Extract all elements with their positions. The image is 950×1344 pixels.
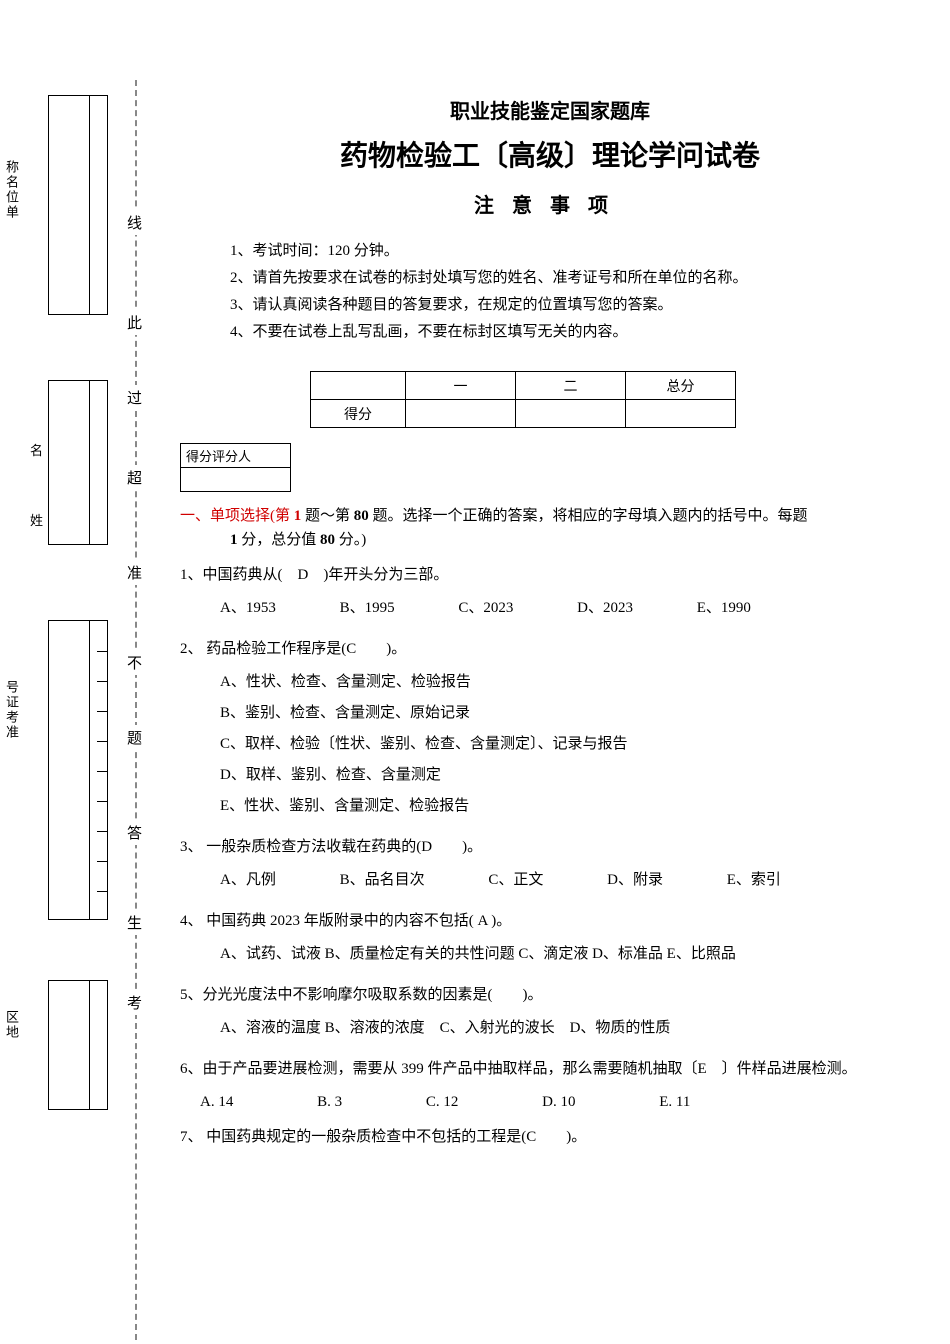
q2-optC: C、取样、检验〔性状、鉴别、检查、含量测定〕、记录与报告 xyxy=(220,731,920,758)
q6-optE: E. 11 xyxy=(659,1089,690,1116)
q6-text: 6、由于产品要进展检测，需要从 399 件产品中抽取样品，那么需要随机抽取〔E … xyxy=(200,1056,920,1083)
q5-text: 5、分光光度法中不影响摩尔吸取系数的因素是( )。 xyxy=(200,982,920,1009)
q1-optC: C、2023 xyxy=(458,595,513,622)
label-exam: 号证考准 xyxy=(2,680,21,740)
question-7: 7、 中国药典规定的一般杂质检查中不包括的工程是(C )。 xyxy=(180,1124,920,1151)
q6-optC: C. 12 xyxy=(426,1089,459,1116)
question-3: 3、 一般杂质检查方法收载在药典的(D )。 A、凡例 B、品名目次 C、正文 … xyxy=(180,834,920,894)
instruction-4: 4、不要在试卷上乱写乱画，不要在标封区填写无关的内容。 xyxy=(230,319,920,346)
margin-box-unit xyxy=(48,95,108,315)
q3-optE: E、索引 xyxy=(727,867,781,894)
question-1: 1、中国药典从( D )年开头分为三部。 A、1953 B、1995 C、202… xyxy=(180,562,920,622)
q4-text: 4、 中国药典 2023 年版附录中的内容不包括( A )。 xyxy=(200,908,920,935)
q2-text: 2、 药品检验工作程序是(C )。 xyxy=(200,636,920,663)
q1-optA: A、1953 xyxy=(220,595,276,622)
left-margin-area: 称名位单 名 姓 号证考准 区地 xyxy=(0,0,130,1344)
score-table: 一 二 总分 得分 xyxy=(310,371,736,428)
label-area: 区地 xyxy=(2,1010,21,1040)
grader-cell[interactable] xyxy=(181,468,291,492)
score-cell-1[interactable] xyxy=(406,400,516,428)
label-unit: 称名位单 xyxy=(2,160,21,220)
question-6: 6、由于产品要进展检测，需要从 399 件产品中抽取样品，那么需要随机抽取〔E … xyxy=(180,1056,920,1116)
dashed-char-10: 考 xyxy=(127,990,142,1015)
section-1-header: 一、单项选择(第 1 题～第 80 题。选择一个正确的答案，将相应的字母填入题内… xyxy=(180,504,920,552)
title-notice: 注意事项 xyxy=(180,189,920,218)
q6-optD: D. 10 xyxy=(542,1089,575,1116)
instruction-2: 2、请首先按要求在试卷的标封处填写您的姓名、准考证号和所在单位的名称。 xyxy=(230,265,920,292)
q3-optA: A、凡例 xyxy=(220,867,276,894)
q3-optC: C、正文 xyxy=(488,867,543,894)
title-bank: 职业技能鉴定国家题库 xyxy=(180,95,920,124)
dashed-char-5: 准 xyxy=(127,560,142,585)
dashed-char-7: 题 xyxy=(127,725,142,750)
label-name2: 姓 xyxy=(30,510,45,529)
margin-box-exam xyxy=(48,620,108,920)
instruction-3: 3、请认真阅读各种题目的答复要求，在规定的位置填写您的答案。 xyxy=(230,292,920,319)
score-col-total: 总分 xyxy=(626,372,736,400)
score-row-label: 得分 xyxy=(311,400,406,428)
q1-optD: D、2023 xyxy=(577,595,633,622)
score-col-1: 一 xyxy=(406,372,516,400)
score-cell-2[interactable] xyxy=(516,400,626,428)
dashed-char-6: 不 xyxy=(127,650,142,675)
score-cell-total[interactable] xyxy=(626,400,736,428)
question-2: 2、 药品检验工作程序是(C )。 A、性状、检查、含量测定、检验报告 B、鉴别… xyxy=(180,636,920,820)
q3-optD: D、附录 xyxy=(607,867,663,894)
dashed-char-4: 超 xyxy=(127,465,142,490)
dashed-cut-line xyxy=(135,80,137,1340)
dashed-char-1: 线 xyxy=(127,210,142,235)
dashed-char-8: 答 xyxy=(127,820,142,845)
score-col-2: 二 xyxy=(516,372,626,400)
q2-optA: A、性状、检查、含量测定、检验报告 xyxy=(220,669,920,696)
margin-box-name xyxy=(48,380,108,545)
q7-text: 7、 中国药典规定的一般杂质检查中不包括的工程是(C )。 xyxy=(200,1124,920,1151)
q1-optB: B、1995 xyxy=(340,595,395,622)
q6-optB: B. 3 xyxy=(317,1089,342,1116)
q1-text: 1、中国药典从( D )年开头分为三部。 xyxy=(200,562,920,589)
instruction-1: 1、考试时间：120 分钟。 xyxy=(230,238,920,265)
dashed-char-3: 过 xyxy=(127,385,142,410)
label-name1: 名 xyxy=(30,440,45,459)
q2-optE: E、性状、鉴别、含量测定、检验报告 xyxy=(220,793,920,820)
instructions-block: 1、考试时间：120 分钟。 2、请首先按要求在试卷的标封处填写您的姓名、准考证… xyxy=(230,238,920,346)
grader-label: 得分评分人 xyxy=(181,444,291,468)
margin-box-area xyxy=(48,980,108,1110)
dashed-char-2: 此 xyxy=(127,310,142,335)
q2-optB: B、鉴别、检查、含量测定、原始记录 xyxy=(220,700,920,727)
q3-text: 3、 一般杂质检查方法收载在药典的(D )。 xyxy=(200,834,920,861)
q4-opts: A、试药、试液 B、质量检定有关的共性问题 C、滴定液 D、标准品 E、比照品 xyxy=(220,941,920,968)
q1-optE: E、1990 xyxy=(697,595,751,622)
question-4: 4、 中国药典 2023 年版附录中的内容不包括( A )。 A、试药、试液 B… xyxy=(180,908,920,968)
q6-optA: A. 14 xyxy=(200,1089,233,1116)
q5-opts: A、溶液的温度 B、溶液的浓度 C、入射光的波长 D、物质的性质 xyxy=(220,1015,920,1042)
title-exam: 药物检验工〔高级〕理论学问试卷 xyxy=(180,134,920,174)
q2-optD: D、取样、鉴别、检查、含量测定 xyxy=(220,762,920,789)
section-prefix: 一、单项选择(第 xyxy=(180,508,294,524)
question-5: 5、分光光度法中不影响摩尔吸取系数的因素是( )。 A、溶液的温度 B、溶液的浓… xyxy=(180,982,920,1042)
main-content: 职业技能鉴定国家题库 药物检验工〔高级〕理论学问试卷 注意事项 1、考试时间：1… xyxy=(180,95,920,1165)
grader-table: 得分评分人 xyxy=(180,443,291,492)
dashed-char-9: 生 xyxy=(127,910,142,935)
q3-optB: B、品名目次 xyxy=(340,867,425,894)
